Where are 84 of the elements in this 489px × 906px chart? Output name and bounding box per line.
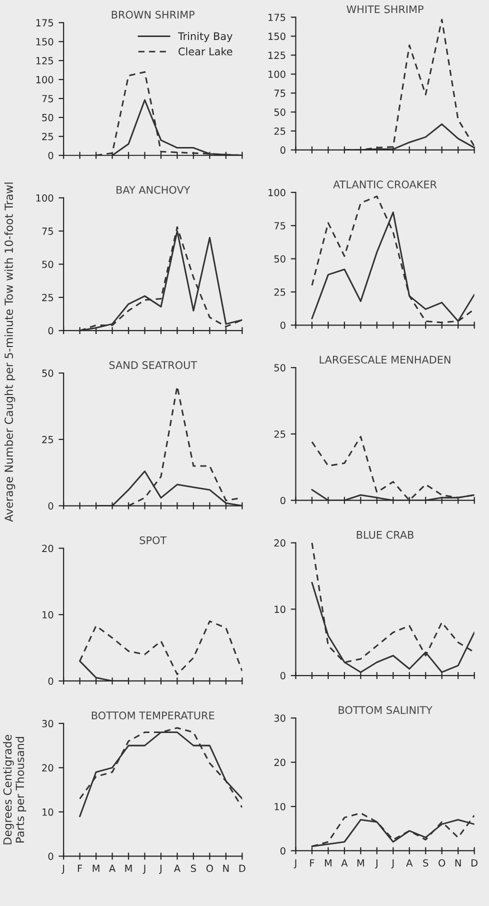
y-tick-label: 175 — [36, 19, 53, 26]
y-tick-label: 50 — [42, 260, 54, 268]
y-tick-label: 0 — [48, 152, 54, 160]
y-tick-label: 0 — [48, 502, 54, 510]
y-tick-label: 50 — [274, 108, 286, 116]
y-tick-label: 30 — [42, 720, 54, 728]
y-tick-label: 25 — [42, 436, 53, 444]
y-tick-label: 100 — [36, 76, 54, 84]
y-axis-title: Average Number Caught per 5-minute Tow with 10-foot Trawl — [4, 182, 16, 522]
x-tick-label: J — [62, 864, 64, 874]
chart-title: LARGESCALE MENHADEN — [320, 356, 450, 364]
y-tick-label: 10 — [274, 606, 286, 614]
x-tick-label: O — [438, 859, 446, 867]
chart-title: BLUE CRAB — [356, 530, 414, 539]
y-tick-label: 50 — [274, 255, 286, 263]
x-tick-label: F — [310, 859, 314, 866]
x-tick-label: J — [159, 864, 162, 874]
y-tick-label: 50 — [42, 114, 54, 122]
y-tick-label: 175 — [268, 14, 286, 22]
y-tick-label: 125 — [268, 52, 286, 59]
x-tick-label: S — [191, 864, 196, 872]
x-tick-label: J — [142, 864, 146, 874]
x-tick-label: A — [341, 859, 348, 866]
y-tick-label: 25 — [274, 288, 286, 296]
y-tick-label: 20 — [42, 764, 54, 772]
chart-title: BAY ANCHOVY — [116, 186, 190, 194]
y-tick-label: 0 — [280, 322, 286, 329]
y-tick-label: 30 — [274, 714, 286, 722]
x-tick-label: J — [374, 859, 378, 868]
y-tick-label: 0 — [280, 672, 286, 680]
y-tick-label: 0 — [48, 327, 54, 334]
chart-title: SPOT — [140, 536, 167, 544]
x-tick-label: S — [423, 859, 428, 867]
x-tick-label: D — [239, 864, 246, 872]
y-tick-label: 0 — [280, 496, 286, 504]
y-tick-label: 10 — [274, 802, 286, 810]
x-tick-label: M — [125, 864, 132, 872]
x-tick-label: M — [324, 859, 332, 866]
y-tick-label: 0 — [48, 852, 54, 860]
y-tick-label: 25 — [274, 127, 286, 135]
y-tick-label: 100 — [268, 188, 286, 196]
y-tick-label: 0 — [280, 146, 286, 154]
y-tick-label: 25 — [42, 132, 53, 140]
y-tick-label: 100 — [268, 70, 286, 78]
x-tick-label: N — [223, 864, 229, 872]
y-tick-label: 25 — [42, 294, 53, 302]
chart-title: SAND SEATROUT — [109, 361, 198, 370]
x-tick-label: M — [92, 864, 100, 872]
y-tick-label: 100 — [36, 194, 54, 202]
chart-title: WHITE SHRIMP — [346, 5, 424, 14]
y-tick-label: 125 — [36, 57, 53, 64]
chart-title: BOTTOM SALINITY — [338, 706, 432, 714]
x-tick-label: M — [357, 859, 364, 866]
y-tick-label: 25 — [274, 430, 286, 438]
y-tick-label: 0 — [280, 847, 286, 855]
y-tick-label: 50 — [42, 370, 54, 377]
y-tick-label: 75 — [274, 90, 286, 97]
chart-title: ATLANTIC CROAKER — [333, 180, 437, 188]
x-tick-label: N — [455, 859, 461, 866]
chart-title: BOTTOM TEMPERATURE — [92, 712, 214, 720]
y-tick-label: 150 — [36, 38, 54, 46]
x-tick-label: A — [406, 859, 413, 866]
y-tick-label: 75 — [42, 228, 53, 235]
x-tick-label: D — [472, 859, 478, 866]
y-tick-label: 20 — [274, 539, 286, 547]
x-tick-label: O — [206, 864, 213, 872]
y-tick-label: 0 — [48, 677, 54, 685]
y-tick-label: 75 — [42, 95, 53, 102]
chart-title: BROWN SHRIMP — [112, 10, 195, 19]
x-tick-label: A — [109, 864, 116, 872]
y-tick-label: 20 — [42, 544, 54, 552]
y-tick-label: 50 — [274, 364, 286, 372]
x-tick-label: J — [391, 859, 394, 868]
x-tick-label: F — [78, 864, 82, 872]
y-tick-label: 20 — [274, 758, 286, 766]
y-tick-label: 10 — [42, 808, 54, 816]
y-tick-label: 10 — [42, 611, 54, 618]
y-tick-label: 150 — [268, 32, 286, 40]
x-tick-label: A — [174, 864, 180, 872]
y-tick-label: 75 — [274, 222, 286, 230]
y-axis-title: Degrees Centigrade Parts per Thousand — [3, 734, 26, 844]
legend-label: Clear Lake — [178, 47, 232, 56]
legend-label: Trinity Bay — [178, 32, 232, 42]
x-tick-label: J — [294, 859, 296, 868]
